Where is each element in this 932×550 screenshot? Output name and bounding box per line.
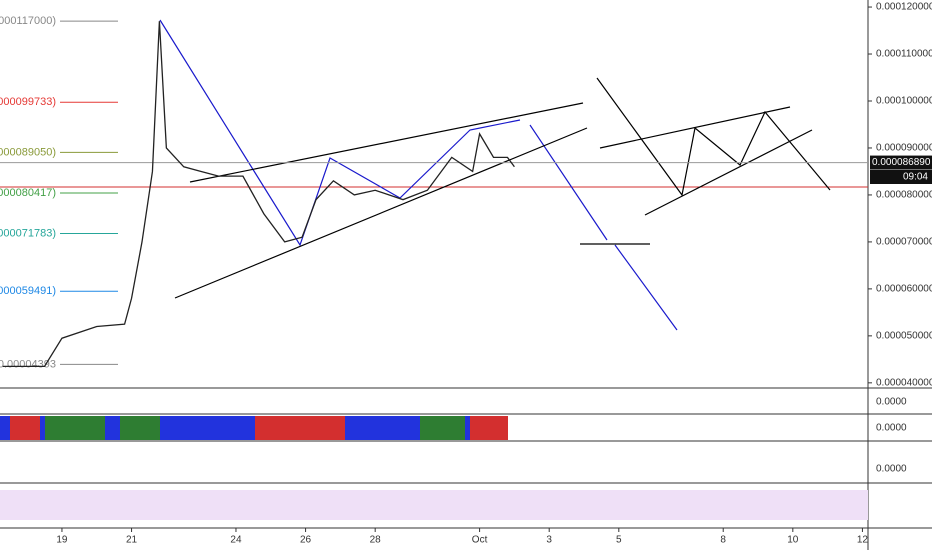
drawn-lines-black: [174, 77, 831, 299]
panel-tick-label: 0.0000: [876, 464, 907, 475]
fib-label: (0.000099733): [0, 96, 56, 108]
fib-label: (0.000059491): [0, 285, 56, 297]
panel-tick-label: 0.0000: [876, 397, 907, 408]
rsi-band: [0, 490, 868, 520]
x-tick-label: 28: [370, 535, 382, 546]
fib-label: 0.00004393: [0, 358, 56, 370]
x-tick-label: Oct: [472, 535, 488, 546]
x-tick-label: 19: [56, 535, 68, 546]
x-tick-label: 24: [230, 535, 242, 546]
x-tick-label: 5: [616, 535, 622, 546]
fib-label: (0.000071783): [0, 227, 56, 239]
x-tick-label: 21: [126, 535, 138, 546]
countdown-bg: [870, 170, 932, 184]
indicator-strip-red: [10, 416, 508, 440]
fib-label: 0.000117000): [0, 15, 56, 27]
countdown: 09:04: [903, 172, 928, 183]
drawn-arrows-blue: [159, 19, 678, 331]
x-tick-label: 3: [546, 535, 552, 546]
price-line: [2, 21, 515, 368]
plot-bg: [0, 0, 868, 528]
y-tick-label: 0.0000400000: [876, 377, 932, 388]
indicator-strip-green: [45, 416, 465, 440]
x-tick-label: 10: [787, 535, 799, 546]
fib-label: (0.000089050): [0, 146, 56, 158]
current-price-bg: [870, 155, 932, 170]
current-price-label: 0.000086890: [872, 157, 931, 168]
fib-label: (0.000080417): [0, 187, 56, 199]
x-tick-label: 8: [720, 535, 726, 546]
x-tick-label: 12: [857, 535, 869, 546]
x-tick-label: 26: [300, 535, 312, 546]
panel-tick-label: 0.0000: [876, 423, 907, 434]
